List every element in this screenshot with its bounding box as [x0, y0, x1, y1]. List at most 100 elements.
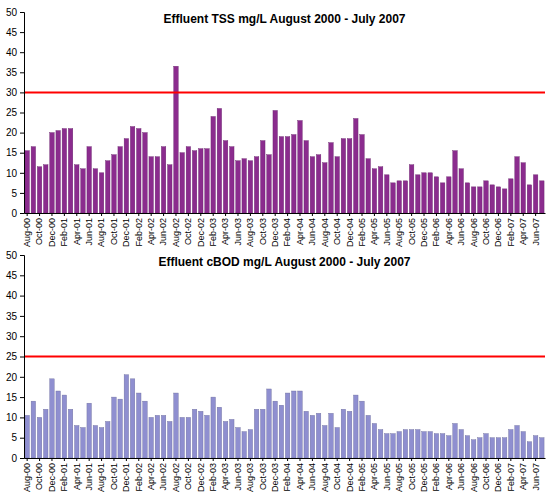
x-tick: Aug-04: [320, 213, 330, 247]
y-tick-label: 30: [6, 87, 18, 98]
x-tick: Apr-04: [295, 458, 305, 490]
x-tick-mark: [213, 213, 214, 216]
bar: [509, 430, 513, 458]
x-tick-label: Oct-05: [406, 463, 416, 490]
x-tick-label: Feb-05: [357, 463, 367, 492]
x-tick: Aug-04: [320, 458, 330, 492]
bar: [273, 401, 277, 458]
bar: [453, 151, 457, 213]
bar: [484, 434, 488, 458]
y-tick-mark: [20, 397, 24, 398]
x-tick: Dec-02: [196, 213, 206, 247]
x-tick: Dec-06: [493, 458, 503, 492]
x-tick-label: Jun-05: [382, 218, 392, 246]
x-tick-mark: [89, 458, 90, 461]
x-tick-mark: [486, 213, 487, 216]
x-tick-mark: [76, 458, 77, 461]
x-tick: Feb-02: [134, 458, 144, 492]
bar: [254, 409, 258, 458]
bar: [199, 149, 203, 213]
x-tick-mark: [101, 213, 102, 216]
x-tick-mark: [436, 213, 437, 216]
x-tick-label: Aug-01: [96, 463, 106, 492]
bar: [143, 133, 147, 213]
y-axis: 05101520253035404550: [6, 250, 25, 464]
x-tick-label: Oct-02: [183, 463, 193, 490]
x-tick: Aug-01: [96, 458, 106, 492]
x-tick: Oct-01: [109, 458, 119, 490]
bar: [118, 399, 122, 458]
x-tick: Aug-00: [22, 458, 32, 492]
bar: [236, 428, 240, 458]
x-tick-label: Aug-00: [22, 218, 32, 247]
x-tick-label: Dec-02: [196, 463, 206, 492]
chart-1: 05101520253035404550Aug-00Oct-00Dec-00Fe…: [6, 250, 546, 492]
x-tick: Jun-02: [158, 458, 168, 491]
y-tick-mark: [20, 458, 24, 459]
bar: [329, 143, 333, 213]
x-tick-label: Aug-02: [171, 463, 181, 492]
y-tick-label: 45: [6, 27, 18, 38]
bar: [112, 155, 116, 213]
x-tick: Apr-03: [220, 213, 230, 245]
bar: [242, 432, 246, 458]
x-tick: Oct-00: [34, 213, 44, 245]
x-tick-mark: [275, 458, 276, 461]
x-tick-label: Dec-04: [344, 218, 354, 247]
x-tick-mark: [64, 213, 65, 216]
bar: [230, 147, 234, 213]
x-tick-mark: [175, 458, 176, 461]
bar: [434, 434, 438, 458]
bar: [199, 411, 203, 458]
bar: [465, 436, 469, 458]
plot-area: [24, 357, 545, 459]
x-tick-mark: [498, 213, 499, 216]
x-tick: Dec-04: [344, 213, 354, 247]
x-tick-mark: [300, 458, 301, 461]
x-tick-label: Jun-07: [531, 218, 541, 246]
bar: [354, 119, 358, 213]
x-tick-label: Feb-04: [282, 463, 292, 492]
x-tick-label: Feb-05: [357, 218, 367, 247]
bar: [211, 397, 215, 458]
bar: [161, 147, 165, 213]
x-tick-mark: [138, 213, 139, 216]
x-tick-mark: [374, 213, 375, 216]
x-tick-label: Jun-02: [158, 218, 168, 246]
x-tick-mark: [275, 213, 276, 216]
x-tick-mark: [498, 458, 499, 461]
y-tick-label: 5: [11, 188, 17, 199]
x-tick: Oct-01: [109, 213, 119, 245]
bar: [292, 135, 296, 213]
bar: [366, 415, 370, 458]
x-tick: Apr-02: [146, 213, 156, 245]
chart-canvas: 05101520253035404550Aug-00Oct-00Dec-00Fe…: [0, 0, 550, 493]
bar: [192, 151, 196, 213]
x-tick-label: Jun-03: [233, 218, 243, 246]
y-tick: 45: [6, 27, 24, 38]
x-tick-mark: [225, 458, 226, 461]
bar: [310, 157, 314, 213]
x-tick-label: Aug-04: [320, 463, 330, 492]
bar: [440, 434, 444, 458]
x-tick: Feb-07: [506, 213, 516, 247]
x-tick: Aug-03: [245, 213, 255, 247]
y-tick-mark: [20, 92, 24, 93]
y-tick-mark: [20, 32, 24, 33]
x-tick-label: Apr-06: [444, 218, 454, 245]
x-tick: Aug-05: [394, 213, 404, 247]
bar: [217, 108, 221, 213]
x-tick-label: Oct-04: [332, 218, 342, 245]
x-tick-label: Aug-05: [394, 463, 404, 492]
x-tick-mark: [126, 458, 127, 461]
bar: [267, 389, 271, 458]
y-tick-mark: [20, 296, 24, 297]
y-tick-mark: [20, 153, 24, 154]
x-tick: Dec-05: [419, 458, 429, 492]
x-tick-label: Apr-05: [369, 463, 379, 490]
x-tick-label: Dec-06: [493, 463, 503, 492]
x-tick-mark: [535, 213, 536, 216]
x-tick: Oct-06: [481, 458, 491, 490]
x-tick-label: Aug-03: [245, 218, 255, 247]
y-tick-label: 35: [6, 311, 18, 322]
